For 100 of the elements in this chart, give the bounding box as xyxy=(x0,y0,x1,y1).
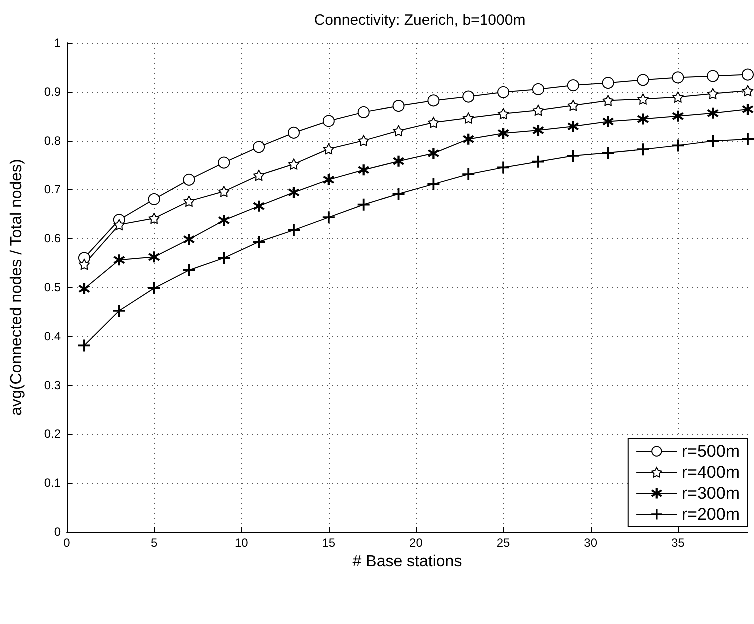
point xyxy=(462,168,475,181)
point xyxy=(254,200,265,212)
point xyxy=(218,215,230,226)
point xyxy=(672,72,684,84)
point xyxy=(288,224,300,236)
point xyxy=(602,116,614,128)
point xyxy=(114,254,125,266)
point xyxy=(567,150,580,162)
y-tick-label: 0 xyxy=(54,525,62,539)
point xyxy=(393,126,404,137)
point xyxy=(323,144,334,155)
point xyxy=(428,148,440,160)
x-tick-label: 5 xyxy=(150,536,158,550)
point xyxy=(602,95,614,106)
point xyxy=(392,100,405,112)
point xyxy=(288,126,300,139)
y-tick-label: 0.4 xyxy=(44,329,62,344)
point xyxy=(707,70,720,82)
point xyxy=(462,90,475,103)
point xyxy=(218,252,230,264)
point xyxy=(358,164,370,176)
point xyxy=(148,193,160,206)
point xyxy=(532,125,544,136)
legend-label: r=400m xyxy=(682,463,740,482)
point xyxy=(672,140,684,152)
point xyxy=(532,83,544,96)
point xyxy=(428,117,440,128)
point xyxy=(183,264,196,276)
point xyxy=(183,174,196,186)
point xyxy=(218,156,230,169)
y-tick-label: 0.5 xyxy=(44,280,62,294)
point xyxy=(742,85,754,96)
point xyxy=(323,174,334,186)
y-tick-label: 0.8 xyxy=(44,134,62,148)
point xyxy=(498,86,510,98)
y-tick-label: 0.2 xyxy=(44,427,62,442)
point xyxy=(358,106,370,118)
point xyxy=(567,80,580,92)
point xyxy=(672,92,684,103)
point xyxy=(602,77,614,90)
point xyxy=(148,252,160,263)
point xyxy=(184,196,195,207)
point xyxy=(498,128,510,139)
point xyxy=(498,162,510,174)
point xyxy=(322,212,335,224)
point xyxy=(148,213,160,224)
point xyxy=(78,283,90,294)
point xyxy=(322,115,335,128)
point xyxy=(742,133,754,146)
point xyxy=(288,158,300,170)
point xyxy=(568,121,579,132)
point xyxy=(253,236,266,248)
point xyxy=(638,114,649,125)
point xyxy=(428,94,440,107)
y-tick-label: 0.9 xyxy=(44,84,62,99)
legend-label: r=200m xyxy=(682,505,740,524)
x-tick-label: 35 xyxy=(671,536,686,550)
legend-label: r=500m xyxy=(682,442,740,461)
point xyxy=(708,108,719,119)
point xyxy=(184,234,195,246)
x-tick-label: 10 xyxy=(234,536,249,550)
y-axis-title: avg(Connected nodes / Total nodes) xyxy=(8,159,26,416)
point xyxy=(393,156,404,167)
point xyxy=(78,259,90,270)
y-tick-label: 1 xyxy=(54,36,62,50)
point xyxy=(218,186,230,198)
point xyxy=(707,135,720,148)
x-tick-label: 15 xyxy=(322,536,336,550)
point xyxy=(638,94,649,105)
point xyxy=(358,135,370,146)
point xyxy=(742,68,754,81)
point xyxy=(113,304,126,317)
point xyxy=(253,141,266,154)
point xyxy=(742,104,754,116)
point xyxy=(463,112,474,124)
point xyxy=(532,156,544,168)
y-tick-label: 0.7 xyxy=(44,182,62,197)
x-tick-label: 20 xyxy=(410,536,424,550)
y-tick-label: 0.1 xyxy=(44,476,62,490)
y-tick-label: 0.6 xyxy=(44,232,62,246)
point xyxy=(148,282,160,294)
point xyxy=(463,134,474,145)
chart-title: Connectivity: Zuerich, b=1000m xyxy=(314,12,526,29)
point xyxy=(708,88,719,100)
point xyxy=(637,74,650,86)
point xyxy=(114,219,125,230)
legend-label: r=300m xyxy=(682,484,740,503)
x-tick-label: 0 xyxy=(64,536,71,550)
point xyxy=(637,144,650,156)
x-tick-label: 30 xyxy=(584,536,598,550)
x-tick-label: 25 xyxy=(496,536,511,550)
point xyxy=(254,170,265,182)
x-axis-title: # Base stations xyxy=(352,554,462,570)
point xyxy=(78,340,90,352)
point xyxy=(358,198,370,211)
point xyxy=(498,108,510,120)
point xyxy=(532,104,544,116)
point xyxy=(428,178,440,190)
point xyxy=(602,147,614,160)
y-tick-label: 0.3 xyxy=(44,378,62,392)
